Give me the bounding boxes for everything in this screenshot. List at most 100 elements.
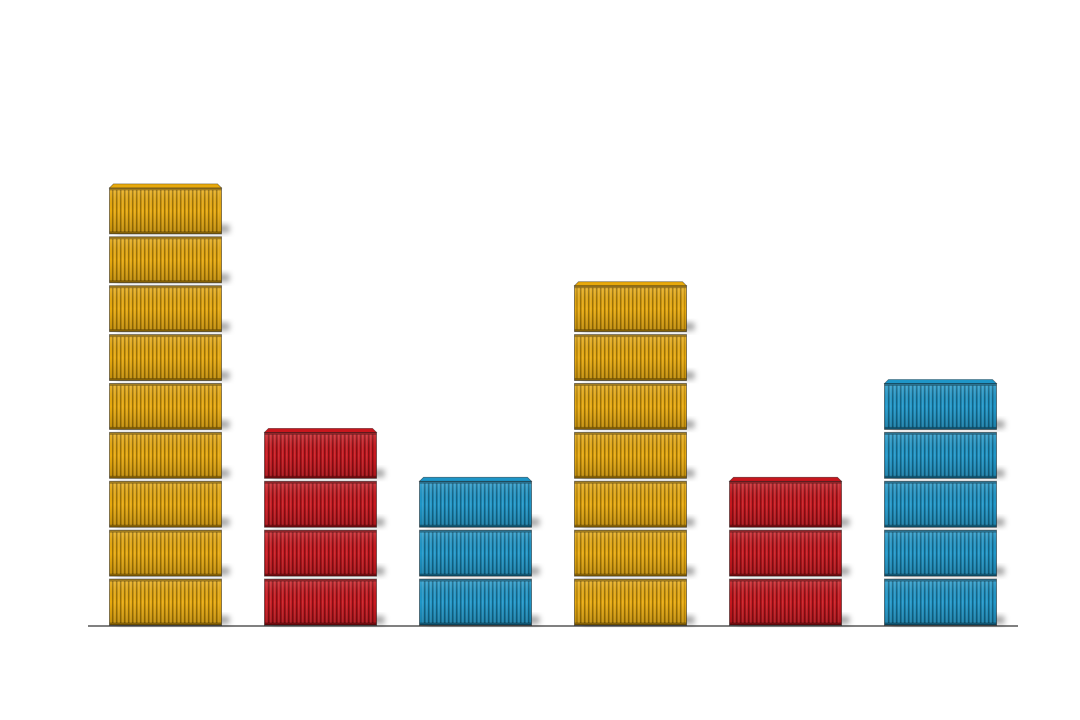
- container-rail: [574, 573, 687, 577]
- container-rail: [109, 573, 222, 577]
- container: [419, 578, 540, 626]
- container-rail: [264, 481, 377, 484]
- container-rail: [729, 622, 842, 625]
- container-shade: [884, 383, 997, 430]
- bar: [728, 476, 850, 626]
- container-rail: [109, 334, 222, 338]
- container-rail: [574, 383, 687, 386]
- container-shade: [419, 530, 532, 577]
- container-rail: [109, 426, 222, 430]
- container-rail: [109, 383, 222, 386]
- container: [884, 578, 1005, 626]
- container: [263, 427, 385, 479]
- container-rail: [574, 530, 687, 533]
- container: [574, 334, 695, 382]
- container-rail: [729, 481, 842, 484]
- container: [574, 529, 695, 577]
- container: [264, 529, 385, 577]
- container-rail: [419, 573, 532, 577]
- container-rail: [109, 579, 222, 582]
- container: [264, 578, 385, 626]
- bar: [418, 476, 540, 626]
- container-rail: [574, 481, 687, 484]
- container: [109, 285, 230, 333]
- container-rail: [109, 329, 222, 332]
- container-shade: [884, 432, 997, 479]
- container-shade: [729, 481, 842, 528]
- container-shade: [574, 481, 687, 528]
- bars: [108, 183, 1005, 626]
- container-roof: [418, 476, 533, 482]
- bar: [573, 281, 695, 626]
- container-rail: [574, 329, 687, 332]
- container-roof: [573, 281, 688, 287]
- bar: [263, 427, 385, 626]
- container: [883, 379, 1005, 430]
- container-rail: [574, 378, 687, 381]
- container-rail: [419, 524, 532, 528]
- container-rail: [264, 622, 377, 625]
- container-rail: [264, 475, 377, 479]
- container-rail: [109, 231, 222, 234]
- container-roof: [883, 379, 998, 384]
- container-rail: [264, 530, 377, 533]
- container-rail: [574, 285, 687, 289]
- container-rail: [884, 524, 997, 528]
- container-shade: [264, 579, 377, 625]
- container-shade: [109, 579, 222, 625]
- container-shade: [109, 530, 222, 577]
- container: [109, 578, 230, 626]
- container-rail: [574, 475, 687, 479]
- container: [573, 281, 695, 333]
- container-rail: [884, 579, 997, 582]
- container-rail: [574, 426, 687, 430]
- container: [884, 480, 1005, 528]
- container-shade: [884, 579, 997, 625]
- container-shade: [574, 285, 687, 332]
- container-rail: [264, 432, 377, 435]
- container-shade: [574, 432, 687, 479]
- container-rail: [884, 622, 997, 625]
- bar: [108, 183, 230, 626]
- container-rail: [419, 530, 532, 533]
- container: [574, 578, 695, 626]
- container: [729, 529, 850, 577]
- container-shade: [574, 579, 687, 625]
- container-roof: [263, 427, 378, 433]
- container: [264, 480, 385, 528]
- container-rail: [729, 579, 842, 582]
- container-rail: [109, 236, 222, 240]
- container-rail: [729, 530, 842, 533]
- container-rail: [884, 383, 997, 386]
- container-rail: [109, 432, 222, 435]
- container-rail: [109, 524, 222, 528]
- container-shade: [264, 530, 377, 577]
- container-rail: [264, 579, 377, 582]
- container-rail: [574, 334, 687, 338]
- container-rail: [729, 573, 842, 577]
- container-rail: [574, 622, 687, 625]
- container-rail: [419, 579, 532, 582]
- container-rail: [419, 622, 532, 625]
- container-rail: [884, 432, 997, 435]
- container: [108, 183, 230, 235]
- container-shade: [109, 383, 222, 430]
- container-shade: [574, 530, 687, 577]
- container-rail: [419, 481, 532, 484]
- container: [729, 578, 850, 626]
- container: [109, 236, 230, 284]
- container-rail: [109, 285, 222, 289]
- container-rail: [884, 573, 997, 577]
- container-rail: [109, 475, 222, 479]
- container-rail: [109, 187, 222, 191]
- container-shade: [109, 432, 222, 479]
- container-rail: [264, 524, 377, 528]
- container-rail: [574, 524, 687, 528]
- container: [109, 431, 230, 479]
- container-rail: [574, 432, 687, 435]
- container-shade: [574, 383, 687, 430]
- container-rail: [264, 573, 377, 577]
- container-shade: [109, 236, 222, 283]
